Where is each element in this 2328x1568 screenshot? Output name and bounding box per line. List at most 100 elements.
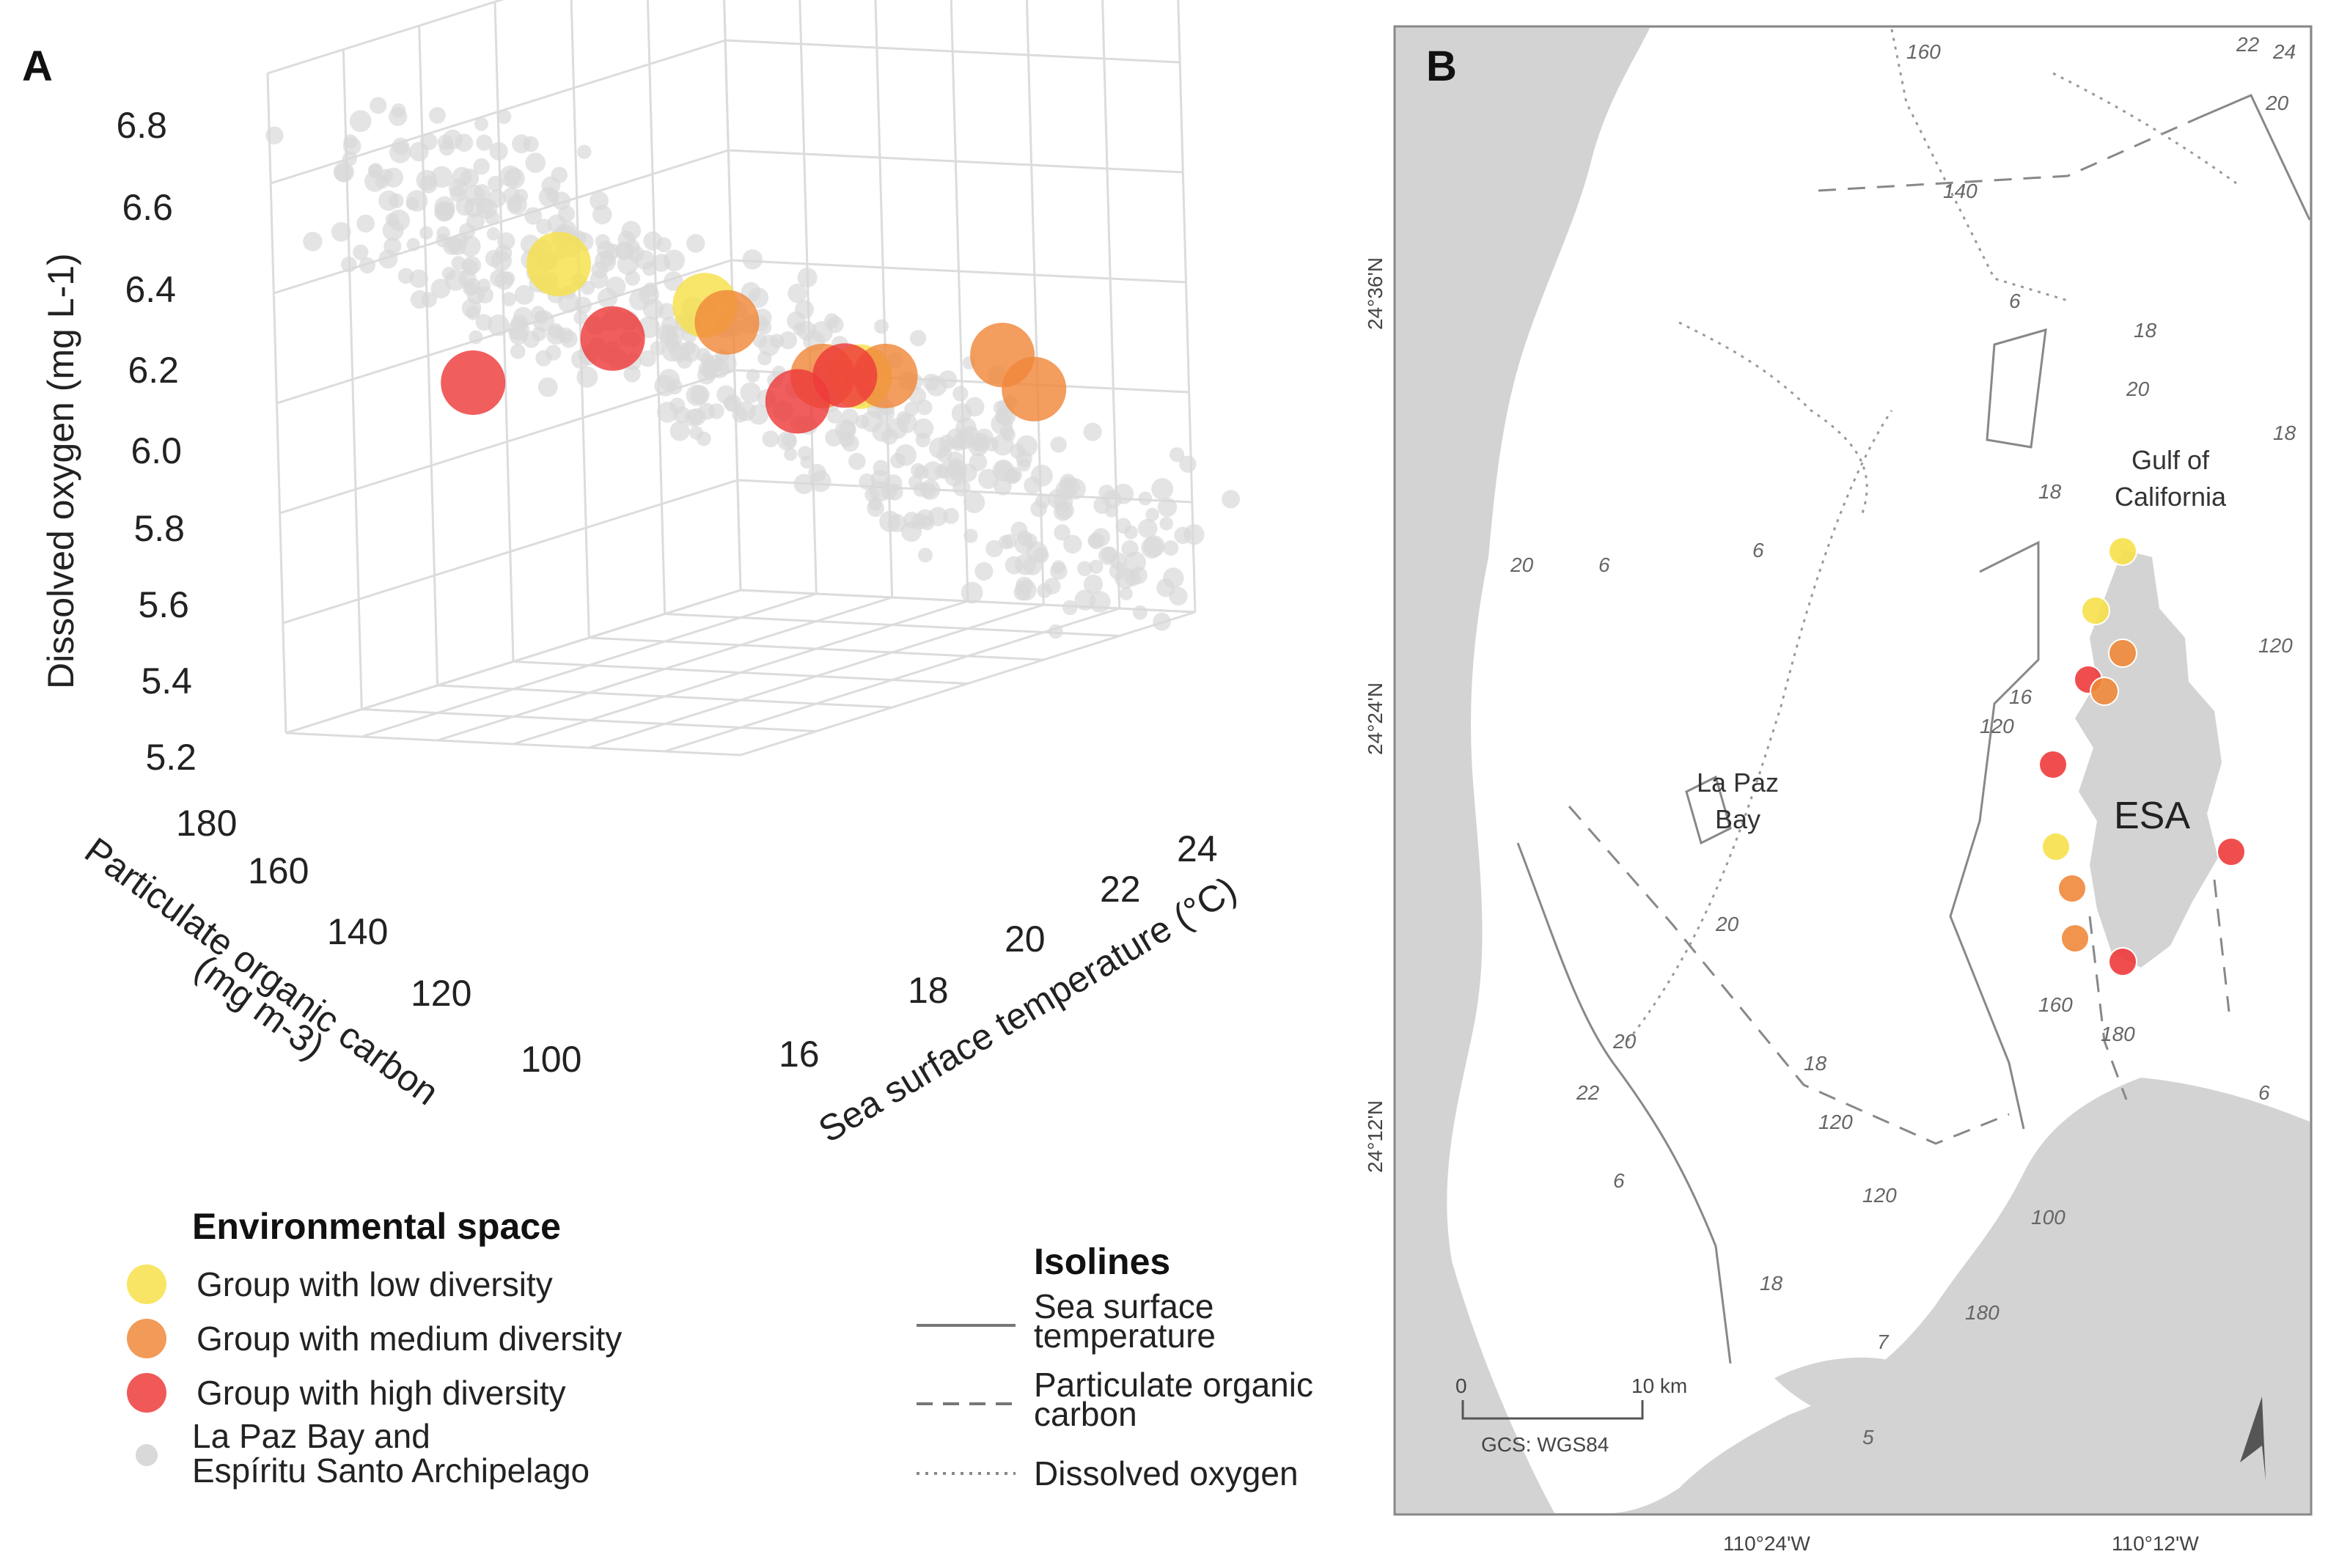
background-point <box>762 430 779 448</box>
background-point <box>769 334 785 349</box>
background-point <box>1013 584 1031 601</box>
background-point <box>430 279 451 299</box>
background-point <box>382 219 404 241</box>
background-point <box>477 278 491 292</box>
background-point <box>1115 567 1136 589</box>
isoline-label: 120 <box>1818 1111 1853 1133</box>
background-point <box>657 323 678 344</box>
background-point <box>486 227 500 240</box>
background-point <box>416 169 437 191</box>
background-point <box>510 344 526 359</box>
background-point <box>701 358 720 377</box>
poc-axis-ticks: 180 160 140 120 100 <box>176 803 581 1080</box>
grid-line <box>267 0 504 75</box>
isoline-label: 160 <box>1906 40 1941 63</box>
background-point <box>657 402 678 423</box>
group-points <box>441 232 1067 434</box>
isoline-labels: 160 140 6 22 20 18 16 120 100 180 7 5 24… <box>1510 33 2296 1449</box>
legend-iso-title: Isolines <box>1034 1241 1170 1282</box>
background-point <box>489 141 508 161</box>
z-axis-ticks: 6.8 6.6 6.4 6.2 6.0 5.8 5.6 5.4 5.2 <box>116 105 197 778</box>
background-point <box>1062 600 1078 616</box>
background-point <box>746 369 760 383</box>
scale-ten: 10 km <box>1631 1374 1687 1397</box>
background-point <box>978 468 999 489</box>
background-point <box>466 306 480 320</box>
background-point <box>504 168 525 189</box>
background-point <box>1183 524 1205 545</box>
background-point <box>474 184 491 201</box>
z-axis-title: Dissolved oxygen (mg L-1) <box>40 253 81 689</box>
background-point <box>548 323 564 339</box>
background-point <box>621 221 642 241</box>
background-point <box>510 314 529 333</box>
background-point <box>1049 624 1063 639</box>
scale-bar-line <box>1461 1400 1644 1420</box>
sst-tick: 18 <box>908 970 949 1011</box>
sst-axis-ticks: 16 18 20 22 24 <box>779 828 1218 1075</box>
background-point <box>359 257 375 274</box>
legend-environmental-space: Environmental space Group with low diver… <box>127 1206 622 1490</box>
lon-tick: 110°24'W <box>1723 1532 1810 1555</box>
background-point <box>779 331 798 350</box>
isoline-label: 6 <box>1752 539 1764 562</box>
background-point <box>462 256 482 275</box>
legend-poc-label-1: Particulate organic <box>1034 1366 1313 1404</box>
isoline-label: 18 <box>2273 422 2296 444</box>
background-point <box>985 540 1003 558</box>
site-low-diversity <box>2041 832 2071 861</box>
panel-b-letter: B <box>1426 43 1457 90</box>
isoline-label: 100 <box>2031 1206 2066 1229</box>
isoline-label: 7 <box>1877 1330 1890 1353</box>
legend-low-label: Group with low diversity <box>197 1265 553 1303</box>
background-point <box>963 529 978 543</box>
background-point <box>436 226 450 240</box>
sst-tick: 24 <box>1177 828 1218 869</box>
bay-label-2: Bay <box>1715 804 1760 834</box>
background-point <box>639 284 659 305</box>
background-point <box>525 152 546 173</box>
background-point <box>910 330 927 347</box>
background-point <box>488 175 504 192</box>
point-high-diversity <box>441 350 506 415</box>
isoline-label: 24 <box>2272 40 2296 63</box>
background-point <box>392 137 410 155</box>
isoline-label: 20 <box>1510 553 1534 576</box>
gulf-label-1: Gulf of <box>2131 445 2210 475</box>
background-point <box>784 447 798 461</box>
sst-axis-title: Sea surface temperature (°C) <box>812 869 1244 1151</box>
legend-poc-label-2: carbon <box>1034 1395 1137 1433</box>
background-point <box>952 479 971 497</box>
map-panel: 160 140 6 22 20 18 16 120 100 180 7 5 24… <box>1364 25 2313 1555</box>
background-point <box>1024 476 1041 494</box>
background-point <box>1163 540 1179 556</box>
background-point <box>748 287 769 308</box>
background-point <box>995 407 1013 425</box>
map-sample-sites <box>2038 537 2246 976</box>
background-point <box>378 249 398 269</box>
sst-isoline <box>1949 540 2040 1130</box>
background-point <box>591 261 609 279</box>
background-point <box>1077 561 1093 576</box>
poc-tick: 100 <box>521 1039 581 1080</box>
background-point <box>686 384 708 406</box>
background-point <box>406 190 428 212</box>
bay-label-1: La Paz <box>1697 768 1779 798</box>
panel-a-letter: A <box>22 43 53 90</box>
z-tick: 5.2 <box>145 737 197 778</box>
background-point <box>455 133 474 152</box>
background-point <box>1050 562 1068 580</box>
background-point <box>868 497 882 511</box>
background-point <box>577 144 592 159</box>
background-point <box>658 369 680 391</box>
background-point <box>389 193 404 209</box>
background-point <box>389 107 408 126</box>
legend-background-swatch <box>136 1444 158 1466</box>
site-medium-diversity <box>2090 677 2119 706</box>
background-point <box>870 469 891 490</box>
southern-spit <box>1774 1357 1934 1424</box>
background-point <box>557 291 579 313</box>
sst-isoline <box>1986 328 2047 449</box>
isoline-label: 18 <box>2038 480 2062 503</box>
point-medium-diversity <box>1002 356 1067 422</box>
